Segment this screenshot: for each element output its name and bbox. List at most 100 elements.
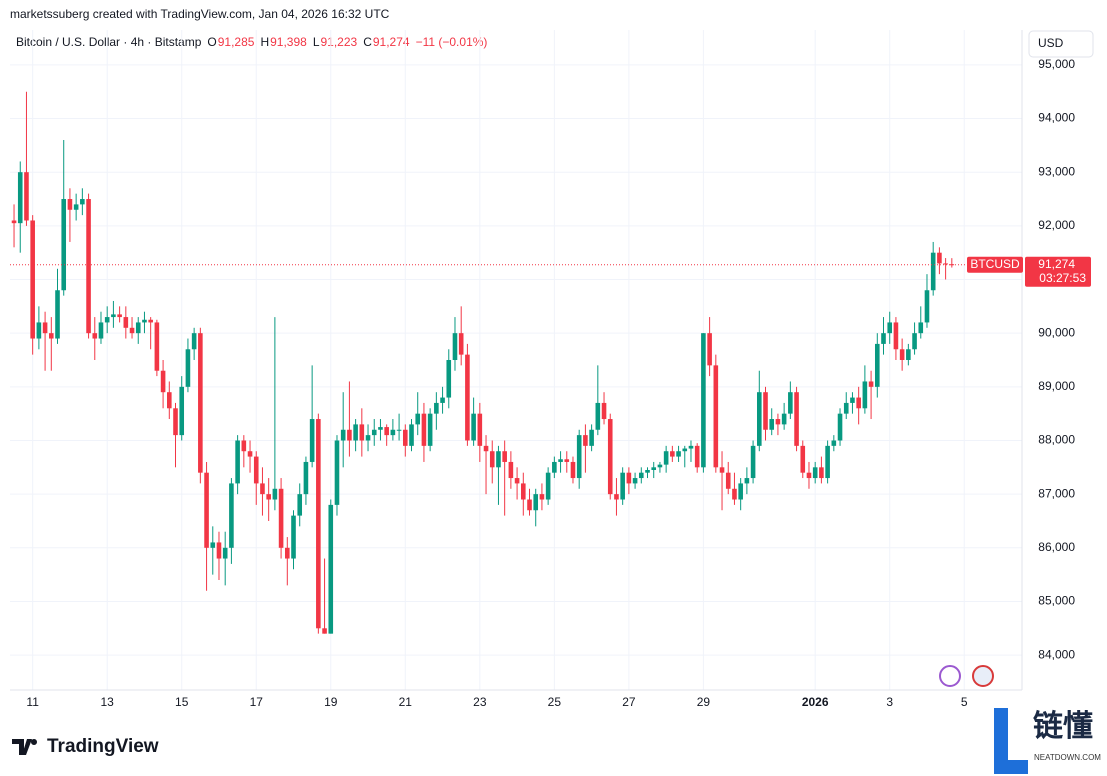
candle-body [303, 461, 309, 495]
y-tick-label: 93,000 [1038, 164, 1075, 178]
candle-body [694, 445, 700, 468]
candle-body [645, 470, 650, 473]
candle-body [434, 402, 439, 414]
candle-body [800, 445, 806, 473]
candle-body [359, 424, 365, 441]
x-tick-label: 2026 [802, 695, 829, 709]
candle-body [862, 381, 868, 409]
candle-body [682, 448, 688, 452]
y-tick-label: 90,000 [1038, 325, 1075, 339]
y-tick-label: 89,000 [1038, 379, 1075, 393]
candle-body [812, 467, 818, 479]
candle-body [272, 488, 278, 500]
x-tick-label: 21 [399, 695, 413, 709]
currency-button[interactable] [1028, 30, 1094, 58]
icon-flag[interactable] [972, 665, 994, 687]
candle-body [284, 547, 290, 559]
candle-body [235, 440, 240, 484]
candle-body [943, 263, 948, 265]
y-tick-label: 95,000 [1038, 57, 1075, 71]
candle-body [744, 478, 750, 484]
candle-body [260, 483, 265, 495]
candle-body [55, 290, 60, 339]
candle-body [384, 427, 389, 436]
icon-bolt[interactable] [939, 665, 961, 687]
candle-body [402, 429, 408, 446]
candle-body [446, 360, 452, 398]
candle-body [881, 333, 886, 344]
candle-body [98, 322, 104, 339]
candle-body [533, 494, 539, 511]
x-tick-label: 3 [886, 695, 893, 709]
candle-body [595, 402, 601, 430]
x-tick-label: 23 [473, 695, 487, 709]
candle-body [527, 499, 532, 511]
candle-body [539, 494, 545, 500]
candle-body [142, 319, 147, 323]
candle-body [154, 322, 160, 371]
candle-body [365, 435, 371, 441]
candle-body [514, 478, 520, 484]
candle-body [502, 451, 507, 462]
candle-body [806, 472, 812, 479]
candle-body [173, 408, 178, 436]
candle-body [179, 386, 185, 436]
logo-mark [12, 739, 38, 755]
candle-body [545, 472, 551, 500]
candle-body [452, 333, 458, 360]
y-tick-label: 88,000 [1038, 433, 1075, 447]
candle-body [564, 459, 570, 462]
candle-body [247, 451, 253, 457]
candle-body [104, 317, 110, 323]
candle-body [291, 515, 296, 559]
candle-body [86, 199, 91, 334]
tv-logo: TradingView [12, 736, 159, 757]
price-tag [1025, 256, 1091, 287]
candle-body [216, 542, 222, 559]
candle-body [620, 472, 625, 500]
candle-body [371, 429, 377, 436]
candle-body [24, 172, 29, 221]
candle-body [719, 467, 725, 473]
candle-body [117, 314, 122, 318]
candle-body [632, 478, 638, 484]
candle-body [198, 333, 203, 473]
legend-h-label: H [260, 35, 269, 49]
candle-body [111, 314, 116, 318]
candle-body [576, 435, 582, 479]
candle-body [129, 327, 135, 334]
candle-body [36, 322, 42, 339]
candle-body [583, 435, 588, 446]
candle-body [837, 413, 843, 441]
candle-body [11, 220, 17, 224]
candle-body [185, 349, 191, 387]
candle-body [769, 419, 775, 430]
candle-body [558, 459, 563, 462]
candle-body [148, 319, 153, 323]
candle-body [937, 252, 942, 264]
candle-body [278, 488, 284, 548]
candle-body [701, 333, 706, 468]
symbol-label: BTCUSD [970, 257, 1020, 271]
x-tick-label: 27 [622, 695, 636, 709]
candle-body [160, 370, 166, 393]
candle-body [458, 333, 464, 355]
candle-body [483, 445, 489, 452]
candle-body [552, 461, 557, 473]
candle-body [48, 333, 54, 339]
currency-label[interactable]: USD [1038, 36, 1064, 50]
legend-change: −11 (−0.01%) [416, 35, 488, 49]
candle-body [570, 461, 576, 479]
x-tick-label: 13 [101, 695, 115, 709]
candle-body [30, 220, 35, 339]
candle-body [651, 467, 657, 470]
watermark-text: 链懂 [1033, 709, 1093, 743]
candle-body [241, 440, 247, 452]
candle-body [906, 349, 911, 360]
candle-body [409, 424, 414, 446]
candle-body [663, 451, 669, 465]
candle-body [508, 461, 514, 479]
candle-body [912, 333, 917, 350]
x-tick-label: 25 [548, 695, 562, 709]
